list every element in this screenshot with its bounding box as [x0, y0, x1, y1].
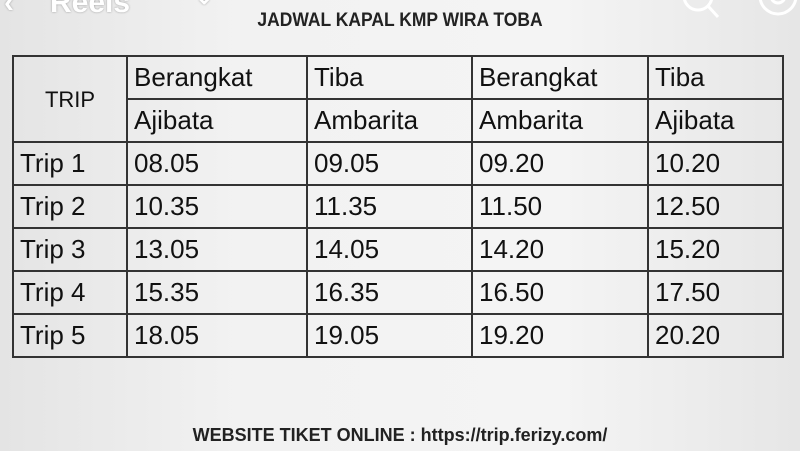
- header-arrive-ajibata: Tiba: [647, 55, 784, 100]
- header-depart-ambarita: Berangkat: [471, 55, 649, 100]
- subheader-cell: Ambarita: [471, 98, 649, 143]
- table-cell: 11.50: [471, 184, 649, 229]
- search-icon[interactable]: [678, 0, 722, 20]
- table-row: Trip 5 18.05 19.05 19.20 20.20: [12, 313, 784, 358]
- table-cell: 10.35: [126, 184, 308, 229]
- camera-icon[interactable]: [752, 0, 800, 20]
- table-row: Trip 1 08.05 09.05 09.20 10.20: [12, 141, 784, 186]
- table-row: Trip 2 10.35 11.35 11.50 12.50: [12, 184, 784, 229]
- reels-label[interactable]: Reels: [50, 0, 131, 19]
- table-cell: 16.35: [306, 270, 473, 315]
- table-cell: Trip 5: [12, 313, 128, 358]
- table-cell: 08.05: [126, 141, 308, 186]
- table-row: Trip 3 13.05 14.05 14.20 15.20: [12, 227, 784, 272]
- subheader-cell: Ajibata: [647, 98, 784, 143]
- table-cell: Trip 4: [12, 270, 128, 315]
- table-cell: 19.05: [306, 313, 473, 358]
- header-trip: TRIP: [12, 55, 128, 143]
- table-cell: 15.20: [647, 227, 784, 272]
- table-cell: Trip 3: [12, 227, 128, 272]
- table-cell: 14.05: [306, 227, 473, 272]
- footer-website: WEBSITE TIKET ONLINE : https://trip.feri…: [192, 425, 608, 445]
- chevron-left-icon[interactable]: ‹: [4, 0, 14, 19]
- table-subheader-row: Ajibata Ambarita Ambarita Ajibata: [13, 98, 784, 143]
- table-cell: Trip 2: [12, 184, 128, 229]
- subheader-cell: Ambarita: [306, 98, 473, 143]
- schedule-table: TRIP Berangkat Tiba Berangkat Tiba Ajiba…: [12, 55, 784, 358]
- table-cell: Trip 1: [12, 141, 128, 186]
- table-cell: 12.50: [647, 184, 784, 229]
- table-cell: 15.35: [126, 270, 308, 315]
- table-cell: 19.20: [471, 313, 649, 358]
- table-cell: 09.05: [306, 141, 473, 186]
- header-arrive-ambarita: Tiba: [306, 55, 473, 100]
- table-cell: 18.05: [126, 313, 308, 358]
- subheader-cell: Ajibata: [126, 98, 308, 143]
- table-cell: 17.50: [647, 270, 784, 315]
- table-row: Trip 4 15.35 16.35 16.50 17.50: [12, 270, 784, 315]
- page-title: JADWAL KAPAL KMP WIRA TOBA: [257, 10, 543, 31]
- table-cell: 20.20: [647, 313, 784, 358]
- table-cell: 13.05: [126, 227, 308, 272]
- table-cell: 10.20: [647, 141, 784, 186]
- table-cell: 11.35: [306, 184, 473, 229]
- reels-header: ‹ Reels ⌄: [0, 0, 800, 19]
- table-header-row: TRIP Berangkat Tiba Berangkat Tiba: [12, 55, 784, 143]
- table-cell: 09.20: [471, 141, 649, 186]
- table-cell: 14.20: [471, 227, 649, 272]
- chevron-down-icon[interactable]: ⌄: [195, 0, 213, 10]
- header-depart-ajibata: Berangkat: [126, 55, 308, 100]
- table-cell: 16.50: [471, 270, 649, 315]
